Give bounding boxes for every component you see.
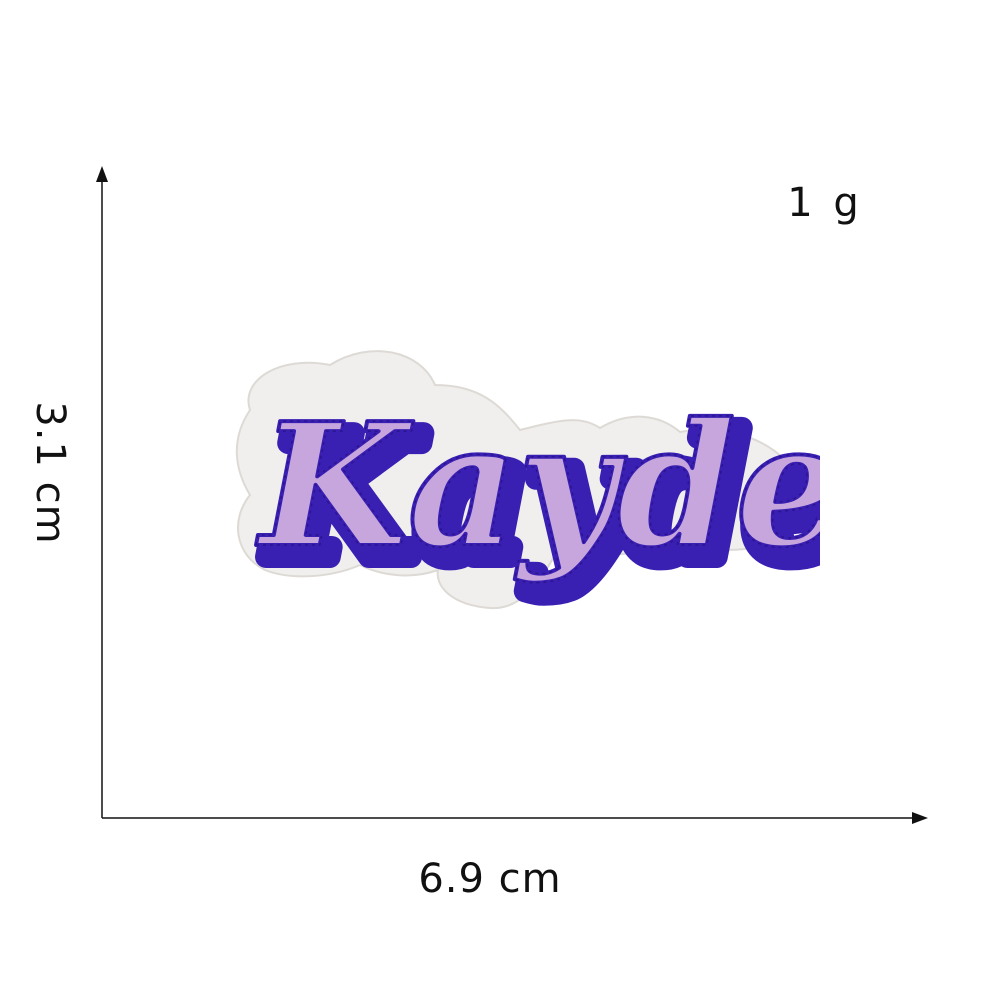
patch-text-fill: Kaydee [256, 386, 820, 586]
patch-text-outline: Kaydee [266, 398, 820, 598]
embroidered-patch: Kaydee Kaydee Kaydee [235, 350, 820, 610]
height-label: 3.1 cm [27, 401, 73, 545]
weight-label: 1 g [787, 180, 863, 226]
horizontal-axis-arrowhead [912, 812, 928, 824]
patch-backing [235, 350, 803, 610]
width-label: 6.9 cm [418, 856, 562, 902]
vertical-axis-arrowhead [96, 166, 108, 182]
patch-text-stitching: Kaydee [256, 386, 820, 586]
